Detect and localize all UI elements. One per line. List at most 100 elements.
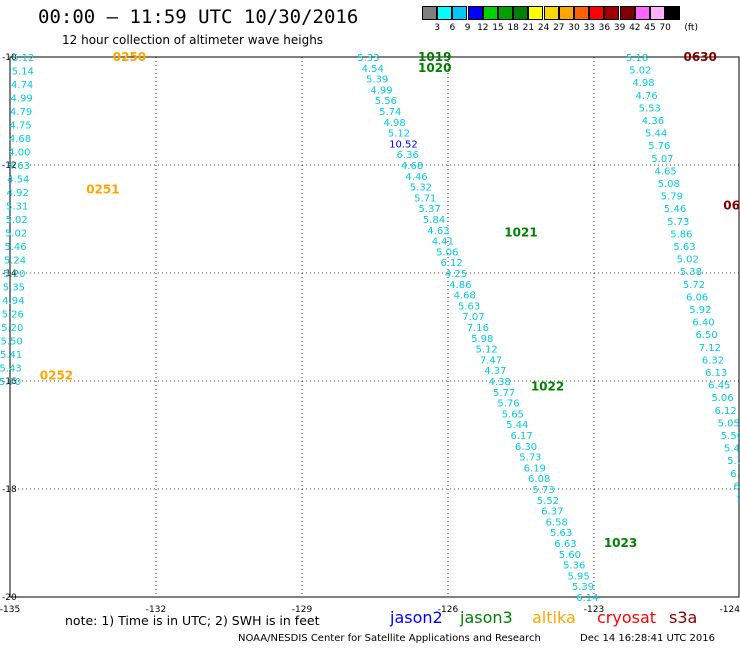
swh-value: 4.38: [489, 377, 511, 388]
swh-value: 6.47: [730, 469, 740, 480]
legend-level-label: 30: [568, 23, 580, 33]
legend-swatch: [528, 6, 544, 20]
legend-level-label: 21: [522, 23, 535, 33]
swh-value: 5.41: [724, 444, 740, 455]
page-title: 00:00 – 11:59 UTC 10/30/2016: [38, 6, 359, 28]
time-label: 0250: [113, 50, 146, 64]
swh-value: 5.37: [419, 204, 441, 215]
swh-value: 4.54: [7, 175, 29, 186]
swh-value: 5.02: [629, 66, 651, 77]
swh-value: 6.45: [708, 381, 730, 392]
swh-value: 5.70: [727, 456, 740, 467]
legend-swatch: [650, 6, 665, 20]
swh-value: 7.07: [462, 312, 484, 323]
swh-value: 5.52: [537, 496, 559, 507]
x-tick-label: -123: [584, 605, 604, 615]
legend-level-label: 3: [434, 23, 441, 33]
swh-value: 5.35: [3, 283, 25, 294]
swh-value: 4.00: [8, 148, 30, 159]
time-label: 1019: [418, 50, 451, 64]
swh-value: 5.14: [12, 67, 34, 78]
swh-value: 5.32: [410, 183, 432, 194]
credit-text: NOAA/NESDIS Center for Satellite Applica…: [238, 633, 541, 644]
swh-value: 6.30: [515, 442, 537, 453]
legend-swatch: [558, 6, 574, 20]
swh-value: 5.44: [506, 420, 528, 431]
swh-value: 6.13: [705, 368, 727, 379]
timestamp-text: Dec 14 16:28:41 UTC 2016: [580, 633, 715, 644]
swh-value: 4.68: [454, 291, 476, 302]
legend-level-label: 36: [598, 23, 611, 33]
swh-value: 4.75: [9, 121, 31, 132]
swh-value: 4.36: [642, 116, 664, 127]
legend-level-label: 33: [583, 23, 595, 33]
swh-value: 5.41: [0, 350, 22, 361]
y-tick-label: -16: [2, 377, 17, 387]
swh-value: 5.98: [471, 334, 493, 345]
swh-value: 5.26: [2, 310, 24, 321]
time-label: 1023: [604, 536, 637, 550]
legend-level-label: 6: [449, 23, 456, 33]
swh-value: 5.73: [667, 217, 689, 228]
swh-value: 5.74: [379, 107, 401, 118]
legend-swatch: [452, 6, 468, 20]
mission-cryosat: cryosat: [597, 608, 657, 627]
swh-value: 5.72: [683, 280, 705, 291]
legend-swatch: [467, 6, 483, 20]
time-label: 0252: [40, 369, 73, 383]
swh-value: 4.25: [445, 269, 467, 280]
swh-value: 5.76: [648, 141, 670, 152]
x-tick-label: -135: [0, 605, 20, 615]
x-tick-label: -126: [438, 605, 459, 615]
legend-swatch: [513, 6, 529, 20]
legend-swatch: [589, 6, 605, 20]
swh-value: 4.98: [384, 118, 406, 129]
swh-value: 5.20: [1, 323, 23, 334]
page-subtitle: 12 hour collection of altimeter wave hei…: [62, 33, 324, 47]
swh-value: 5.33: [357, 53, 379, 64]
legend-unit: (ft): [684, 23, 698, 33]
swh-value: 5.05: [718, 418, 740, 429]
swh-value: 5.12: [388, 129, 410, 140]
legend-level-label: 15: [492, 23, 504, 33]
swh-value: 5.36: [563, 561, 585, 572]
swh-value: 5.92: [689, 305, 711, 316]
swh-value: 5.63: [673, 242, 695, 253]
swh-value: 6.40: [692, 318, 714, 329]
legend-level-label: 18: [507, 23, 519, 33]
swh-value: 4.74: [11, 80, 33, 91]
swh-value: 5.65: [502, 409, 524, 420]
legend-level-label: 39: [613, 23, 626, 33]
mission-altika: altika: [532, 608, 576, 627]
swh-value: 6.08: [528, 474, 550, 485]
legend-level-label: 9: [464, 23, 471, 33]
track-layer: 5.12 5.14 4.74 4.99 4.79 4.75 4.68 4.00 4.63 4.54…: [0, 50, 740, 604]
swh-value: 6.12: [714, 406, 736, 417]
swh-value: 5.12: [475, 345, 497, 356]
legend-swatch: [634, 6, 650, 20]
y-tick-label: -10: [2, 53, 17, 63]
y-tick-label: -20: [2, 593, 17, 603]
legend-swatch: [543, 6, 559, 20]
swh-value: 5.79: [661, 192, 683, 203]
swh-value: 5.56: [721, 431, 740, 442]
swh-value: 6.19: [524, 463, 546, 474]
swh-value: 7.12: [699, 343, 721, 354]
swh-value: 6.32: [702, 355, 724, 366]
swh-value: 5.20: [3, 269, 25, 280]
swh-value: 5.38: [680, 267, 702, 278]
swh-value: 6.50: [696, 330, 718, 341]
swh-value: 4.68: [401, 161, 423, 172]
swh-value: 4.76: [635, 91, 657, 102]
swh-value: 5.06: [711, 393, 733, 404]
plot-frame: [9, 56, 740, 598]
legend-level-label: 45: [644, 23, 656, 33]
swh-value: 5.46: [4, 242, 26, 253]
swh-value: 6.37: [541, 507, 563, 518]
swh-value: 7.47: [480, 355, 502, 366]
axis-layer: -135 -132 -129 -126 -123 -124 -10 -12 -14 -16 -18 -…: [0, 53, 740, 615]
swh-value: 5.39: [572, 582, 594, 593]
swh-value: 5.46: [664, 204, 686, 215]
swh-value: 4.94: [2, 296, 24, 307]
